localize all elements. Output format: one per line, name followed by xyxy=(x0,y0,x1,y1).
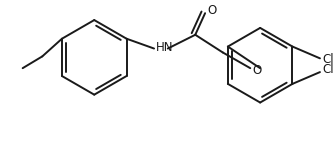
Text: O: O xyxy=(252,64,262,77)
Text: Cl: Cl xyxy=(322,63,334,76)
Text: Cl: Cl xyxy=(322,53,334,66)
Text: O: O xyxy=(207,4,216,17)
Text: HN: HN xyxy=(156,41,173,54)
